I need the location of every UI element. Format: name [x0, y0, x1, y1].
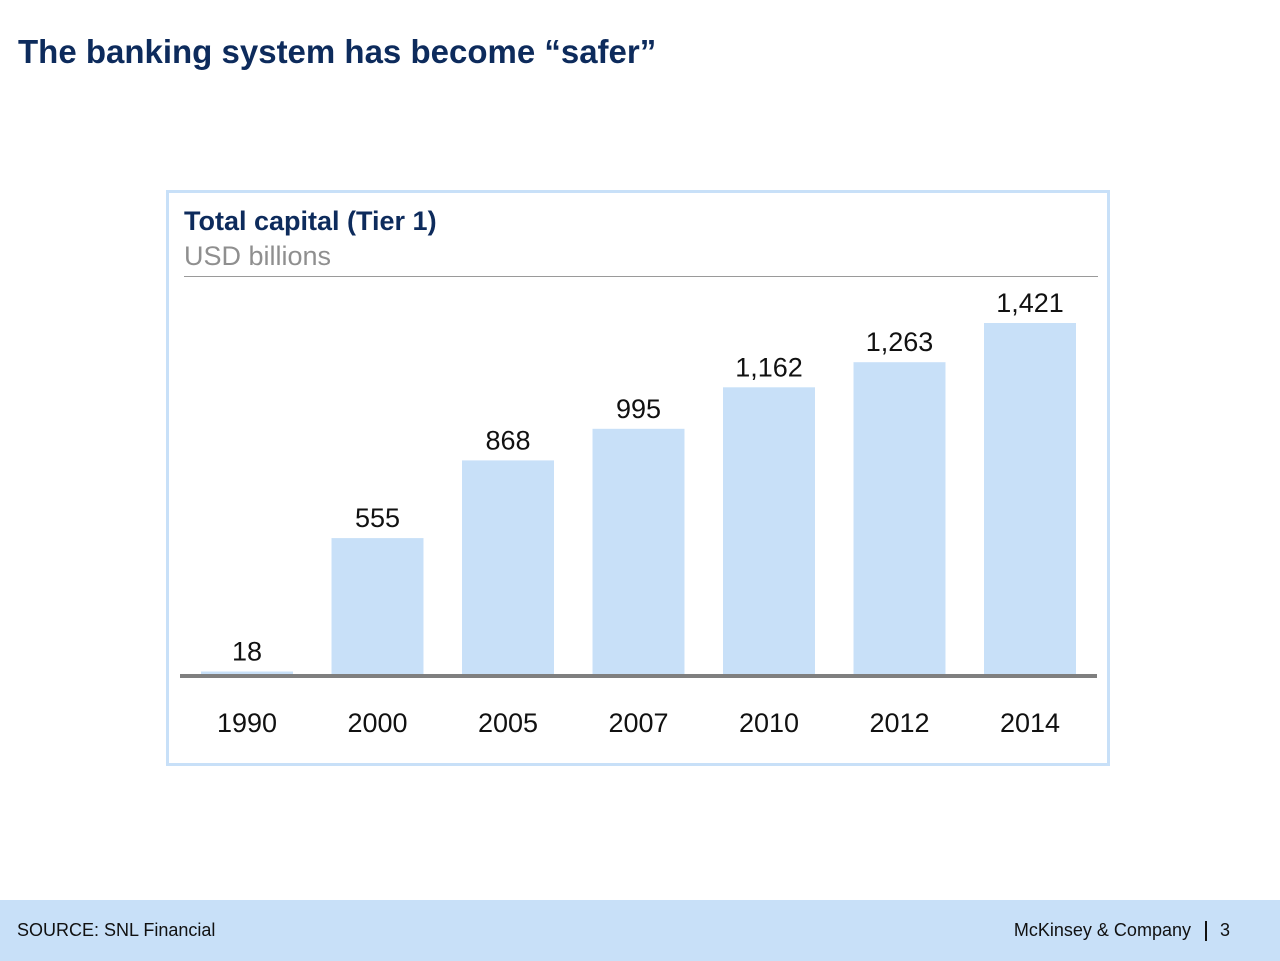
- bar-2014: [984, 323, 1076, 676]
- x-tick-label-2000: 2000: [347, 708, 407, 738]
- data-label-2012: 1,263: [866, 327, 934, 357]
- page-number: 3: [1219, 920, 1230, 940]
- footer-divider: [1204, 920, 1207, 941]
- chart-panel: Total capital (Tier 1) USD billions 18 19…: [166, 190, 1110, 766]
- footer-brand: McKinsey & Company 3: [1014, 920, 1230, 941]
- x-tick-label-2005: 2005: [478, 708, 538, 738]
- x-tick-label-2014: 2014: [1000, 708, 1060, 738]
- chart-unit-label: USD billions: [184, 241, 332, 271]
- data-label-2000: 555: [355, 503, 400, 533]
- bar-2012: [853, 362, 946, 676]
- data-label-1990: 18: [232, 637, 262, 667]
- x-tick-label-2010: 2010: [739, 708, 799, 738]
- source-note: SOURCE: SNL Financial: [17, 920, 216, 940]
- bar-chart: 18 1990 555 2000 868 2005 995 2007 1,162 2010 1,26…: [180, 288, 1097, 738]
- data-label-2007: 995: [616, 394, 661, 424]
- data-label-2005: 868: [485, 425, 530, 455]
- data-label-2010: 1,162: [735, 352, 803, 382]
- chart-header-rule: [184, 276, 1098, 277]
- page-title: The banking system has become “safer”: [18, 33, 657, 70]
- x-tick-label-1990: 1990: [217, 708, 277, 738]
- company-name: McKinsey & Company: [1013, 920, 1191, 940]
- bar-2000: [331, 538, 424, 676]
- x-tick-label-2012: 2012: [869, 708, 929, 738]
- bar-2010: [723, 387, 815, 676]
- bar-1990: [201, 671, 293, 676]
- chart-title: Total capital (Tier 1): [184, 206, 437, 236]
- footer-bar: SOURCE: SNL Financial McKinsey & Company…: [0, 900, 1280, 961]
- data-label-2014: 1,421: [996, 288, 1064, 318]
- x-tick-label-2007: 2007: [608, 708, 668, 738]
- bar-2007: [592, 428, 685, 676]
- bar-2005: [462, 460, 554, 676]
